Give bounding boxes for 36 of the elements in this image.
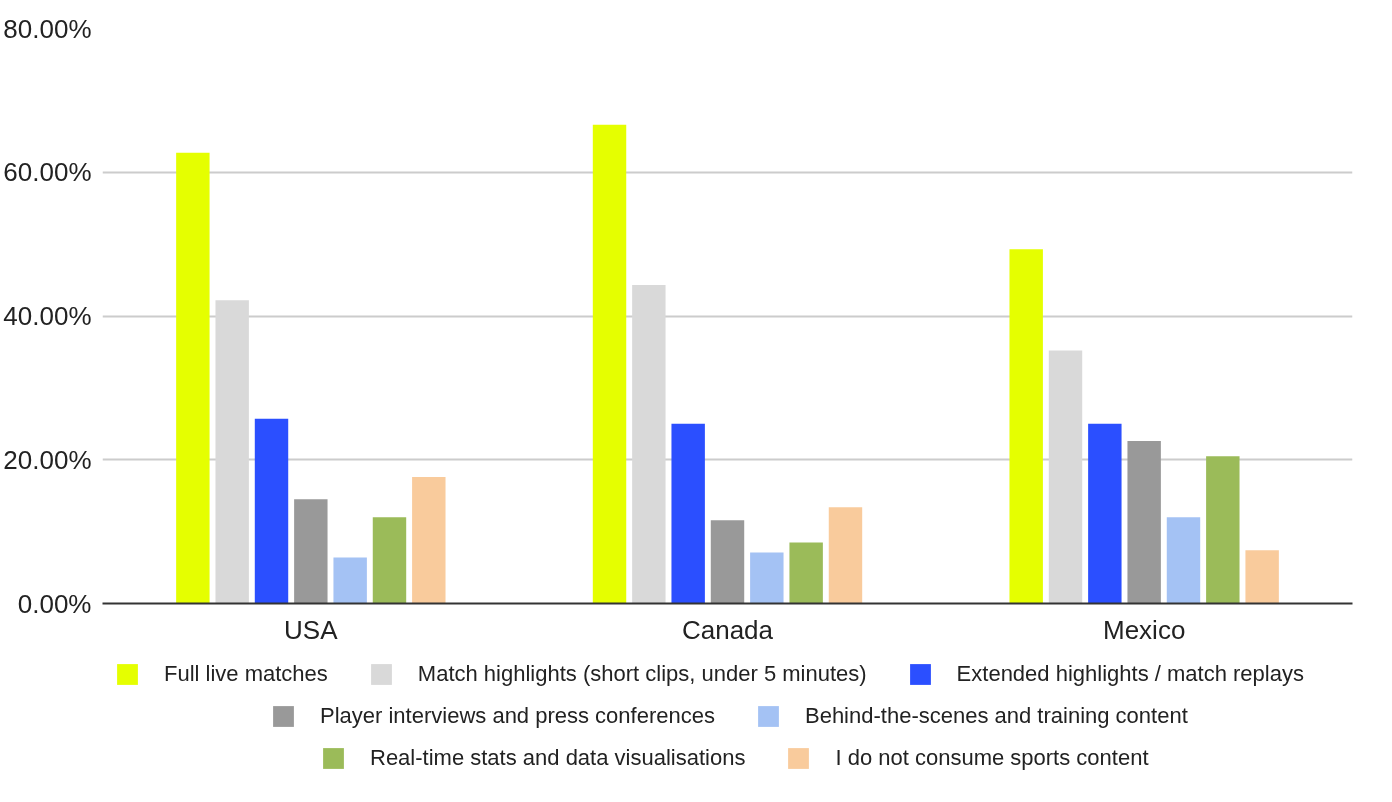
bar xyxy=(1127,441,1161,604)
x-tick-label: USA xyxy=(284,614,339,645)
legend-label: Match highlights (short clips, under 5 minutes) xyxy=(417,661,867,687)
bar xyxy=(372,517,407,604)
bar xyxy=(215,300,249,604)
bar xyxy=(789,542,823,604)
bar xyxy=(254,418,289,604)
legend-label: Full live matches xyxy=(164,661,328,687)
bar xyxy=(828,507,863,604)
bar xyxy=(592,124,627,604)
y-tick-label: 20.00% xyxy=(3,444,92,475)
bar xyxy=(294,499,328,604)
bar xyxy=(412,477,446,604)
legend-label: Player interviews and press conferences xyxy=(320,703,715,729)
legend-label: Extended highlights / match replays xyxy=(956,661,1304,687)
y-tick-label: 60.00% xyxy=(3,157,92,188)
bar xyxy=(1206,456,1240,604)
bar xyxy=(632,285,666,604)
bar xyxy=(1088,423,1122,604)
bar xyxy=(176,152,210,604)
x-tick-label: Mexico xyxy=(1102,614,1186,645)
bar xyxy=(1245,550,1279,604)
bar xyxy=(1166,517,1201,604)
legend-label: I do not consume sports content xyxy=(835,745,1149,771)
y-tick-label: 40.00% xyxy=(3,301,92,331)
bar xyxy=(750,552,784,604)
legend-label: Real-time stats and data visualisations xyxy=(370,745,746,771)
bar xyxy=(1048,350,1083,604)
y-tick-label: 0.00% xyxy=(17,588,92,619)
legend-label: Behind-the-scenes and training content xyxy=(804,703,1188,729)
x-tick-label: Canada xyxy=(681,614,774,645)
bar xyxy=(1009,249,1043,604)
bar xyxy=(710,520,745,604)
y-tick-label: 80.00% xyxy=(3,13,92,44)
bar xyxy=(333,557,367,604)
bar xyxy=(671,423,705,604)
